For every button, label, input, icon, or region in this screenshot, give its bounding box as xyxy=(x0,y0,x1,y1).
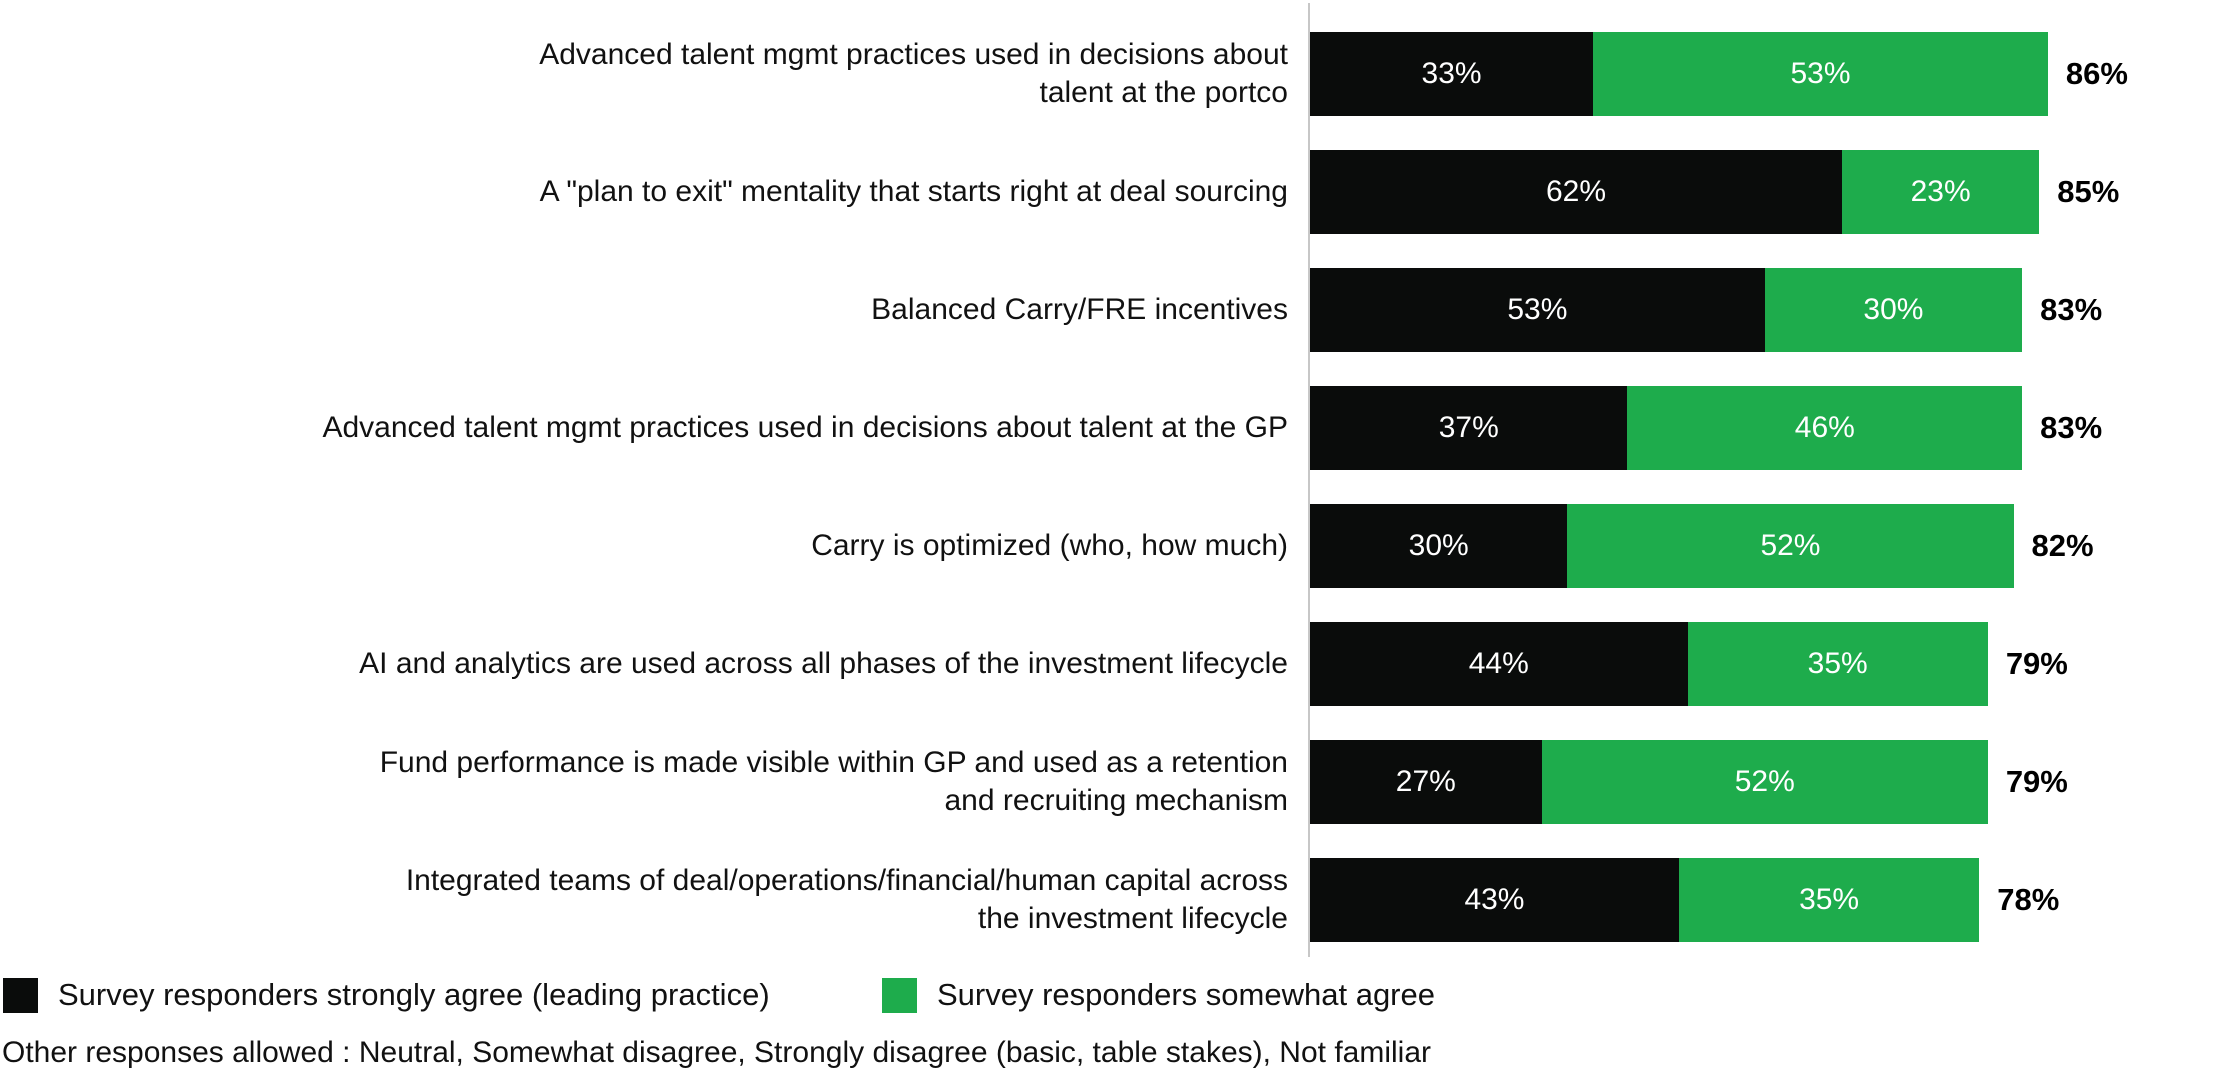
legend-label-strongly-agree: Survey responders strongly agree (leadin… xyxy=(58,977,770,1012)
somewhat-agree-swatch xyxy=(882,977,917,1013)
segment-strongly-agree: 27% xyxy=(1310,740,1542,824)
total-value-label: 83% xyxy=(2040,292,2103,327)
segment-strongly-agree: 43% xyxy=(1310,858,1679,942)
category-label: Balanced Carry/FRE incentives xyxy=(871,292,1288,326)
segment-strongly-agree: 30% xyxy=(1310,504,1568,588)
segment-somewhat-agree: 53% xyxy=(1593,32,2048,116)
chart-row: Balanced Carry/FRE incentives 53% 30% 83… xyxy=(0,251,2220,369)
total-value-label: 83% xyxy=(2040,410,2103,445)
segment-somewhat-agree-value: 30% xyxy=(1863,293,1924,326)
segment-strongly-agree: 53% xyxy=(1310,268,1765,352)
bar-track: 53% 30% 83% xyxy=(1310,268,2220,352)
total-value-label: 78% xyxy=(1997,882,2060,917)
bar-track: 37% 46% 83% xyxy=(1310,386,2220,470)
stacked-bar: 44% 35% xyxy=(1310,622,1988,706)
bar-track: 44% 35% 79% xyxy=(1310,622,2220,706)
stacked-bar: 62% 23% xyxy=(1310,150,2040,234)
segment-somewhat-agree: 35% xyxy=(1678,858,1980,942)
bar-track: 62% 23% 85% xyxy=(1310,150,2220,234)
segment-strongly-agree: 33% xyxy=(1310,32,1594,116)
segment-strongly-agree-value: 62% xyxy=(1545,175,1606,208)
total-value-label: 82% xyxy=(2031,528,2094,563)
segment-somewhat-agree-value: 35% xyxy=(1799,883,1860,916)
segment-strongly-agree-value: 43% xyxy=(1464,883,1525,916)
total-value-label: 79% xyxy=(2005,646,2068,681)
category-label: Fund performance is made visible within … xyxy=(379,745,1288,817)
segment-strongly-agree-value: 27% xyxy=(1395,765,1456,798)
category-label: Carry is optimized (who, how much) xyxy=(811,528,1288,562)
bar-track: 30% 52% 82% xyxy=(1310,504,2220,588)
segment-strongly-agree: 44% xyxy=(1310,622,1688,706)
legend: Survey responders strongly agree (leadin… xyxy=(3,977,1435,1013)
legend-item-strongly-agree: Survey responders strongly agree (leadin… xyxy=(3,977,882,1013)
segment-strongly-agree: 62% xyxy=(1310,150,1842,234)
segment-strongly-agree-value: 33% xyxy=(1421,57,1482,90)
stacked-bar: 27% 52% xyxy=(1310,740,1988,824)
strongly-agree-swatch xyxy=(3,977,38,1013)
category-label: A "plan to exit" mentality that starts r… xyxy=(539,174,1288,208)
category-label: Advanced talent mgmt practices used in d… xyxy=(539,37,1288,109)
stacked-bar: 33% 53% xyxy=(1310,32,2048,116)
segment-somewhat-agree-value: 52% xyxy=(1760,529,1821,562)
total-value-label: 86% xyxy=(2065,56,2128,91)
segment-strongly-agree-value: 44% xyxy=(1468,647,1529,680)
bar-track: 43% 35% 78% xyxy=(1310,858,2220,942)
total-value-label: 79% xyxy=(2005,764,2068,799)
bar-rows: Advanced talent mgmt practices used in d… xyxy=(0,15,2220,959)
total-value-label: 85% xyxy=(2057,174,2120,209)
chart-row: Carry is optimized (who, how much) 30% 5… xyxy=(0,487,2220,605)
legend-item-somewhat-agree: Survey responders somewhat agree xyxy=(882,977,1435,1013)
segment-somewhat-agree-value: 46% xyxy=(1794,411,1855,444)
chart-row: A "plan to exit" mentality that starts r… xyxy=(0,133,2220,251)
segment-somewhat-agree-value: 52% xyxy=(1734,765,1795,798)
chart-row: Fund performance is made visible within … xyxy=(0,723,2220,841)
stacked-bar: 37% 46% xyxy=(1310,386,2023,470)
category-label: Integrated teams of deal/operations/fina… xyxy=(405,863,1288,935)
segment-somewhat-agree: 52% xyxy=(1541,740,1988,824)
stacked-bar: 53% 30% xyxy=(1310,268,2023,352)
y-axis-line xyxy=(1308,3,1310,957)
segment-somewhat-agree: 35% xyxy=(1687,622,1988,706)
footnote: Other responses allowed : Neutral, Somew… xyxy=(2,1036,1431,1069)
segment-somewhat-agree-value: 23% xyxy=(1910,175,1971,208)
segment-somewhat-agree-value: 53% xyxy=(1790,57,1851,90)
segment-somewhat-agree: 46% xyxy=(1627,386,2023,470)
segment-strongly-agree-value: 30% xyxy=(1408,529,1469,562)
category-label: AI and analytics are used across all pha… xyxy=(359,646,1288,680)
segment-strongly-agree-value: 37% xyxy=(1438,411,1499,444)
chart-row: Advanced talent mgmt practices used in d… xyxy=(0,15,2220,133)
segment-strongly-agree-value: 53% xyxy=(1507,293,1568,326)
stacked-bar: 43% 35% xyxy=(1310,858,1980,942)
bar-track: 27% 52% 79% xyxy=(1310,740,2220,824)
segment-somewhat-agree: 30% xyxy=(1764,268,2023,352)
chart-row: AI and analytics are used across all pha… xyxy=(0,605,2220,723)
chart-row: Advanced talent mgmt practices used in d… xyxy=(0,369,2220,487)
category-label: Advanced talent mgmt practices used in d… xyxy=(322,410,1288,444)
bar-track: 33% 53% 86% xyxy=(1310,32,2220,116)
segment-somewhat-agree: 23% xyxy=(1841,150,2040,234)
stacked-bar: 30% 52% xyxy=(1310,504,2014,588)
segment-somewhat-agree-value: 35% xyxy=(1807,647,1868,680)
legend-label-somewhat-agree: Survey responders somewhat agree xyxy=(937,977,1435,1012)
segment-strongly-agree: 37% xyxy=(1310,386,1628,470)
chart-row: Integrated teams of deal/operations/fina… xyxy=(0,841,2220,959)
segment-somewhat-agree: 52% xyxy=(1567,504,2014,588)
